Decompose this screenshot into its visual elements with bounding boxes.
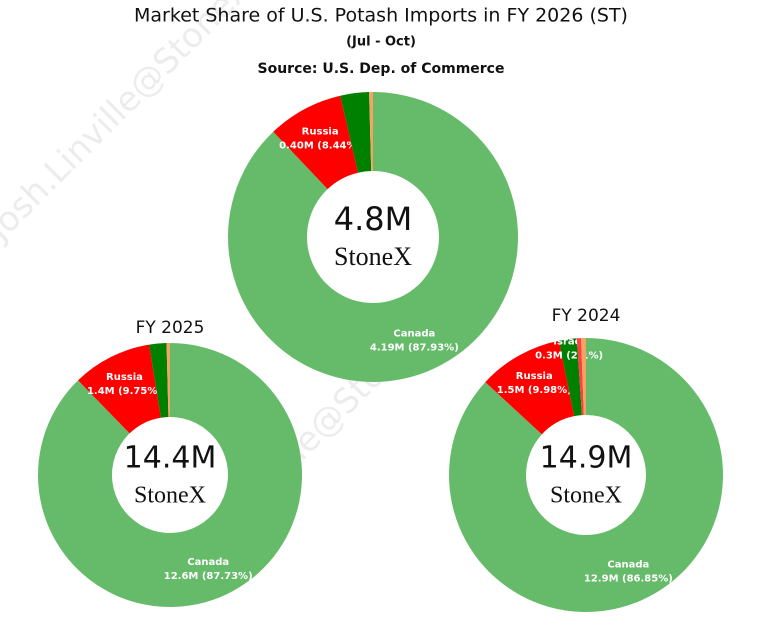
logo: StoneX [134,483,206,509]
donut-slice [558,338,582,417]
chart-title: Market Share of U.S. Potash Imports in F… [134,5,628,27]
donut-slice [340,92,372,173]
chart-subtitle: FY 2025 [136,318,205,338]
donut-slice [149,343,169,418]
center-label: 14.9M [540,441,633,476]
donut-slice [485,340,575,435]
logo: StoneX [550,483,622,509]
slice-value-label: 0.40M (8.44%) [279,141,361,152]
donut-slice [228,92,519,382]
chart-subtitle: FY 2024 [552,306,621,326]
slice-value-label: 12.6M (87.73%) [164,571,253,582]
slice-value-label: 0.3M (2.1%) [535,351,603,362]
slice-value-label: 12.9M (86.85%) [584,574,673,585]
donut-slice [581,338,586,416]
donut-slice [37,343,303,608]
slice-category: Russia [106,372,143,383]
logo: StoneX [334,242,412,271]
slice-category: Canada [187,557,229,568]
slice-value-label: 4.19M (87.93%) [370,343,459,354]
donut-slice [576,338,584,416]
slice-value-label: 1.5M (9.98%) [497,385,572,396]
chart-subtitle: (Jul - Oct) [346,35,416,50]
donut-slice [166,343,170,418]
slice-category: Canada [393,329,435,340]
slice-category: Russia [516,371,553,382]
donut-slice [273,95,359,190]
slice-category: Canada [607,560,649,571]
center-label: 14.4M [124,441,217,476]
center-label: 4.8M [334,200,413,238]
donut-slice [369,92,373,172]
donut-slice [78,344,161,434]
donut-slice [448,338,723,613]
slice-category: Israel [553,337,585,348]
slice-category: Russia [302,127,339,138]
source: Source: U.S. Dep. of Commerce [258,61,505,77]
slice-value-label: 1.4M (9.75%) [87,386,162,397]
